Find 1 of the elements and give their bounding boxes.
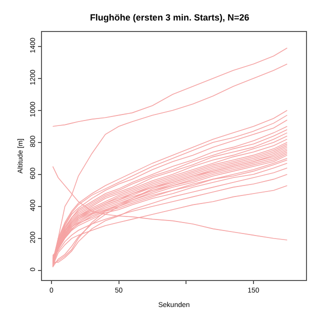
- chart-title: Flughöhe (ersten 3 min. Starts), N=26: [90, 12, 250, 23]
